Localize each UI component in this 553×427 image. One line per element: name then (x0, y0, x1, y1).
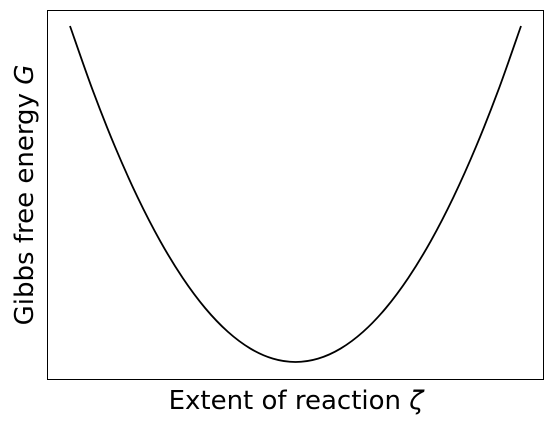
x-axis-label-text: Extent of reaction (169, 386, 401, 416)
x-axis-label: Extent of reaction ζ (169, 386, 426, 416)
series-line-0 (69, 25, 522, 363)
x-axis-symbol: ζ (408, 386, 425, 416)
y-axis-label-text: Gibbs free energy (10, 93, 40, 325)
y-axis-label: Gibbs free energy G (10, 65, 40, 326)
series-layer (69, 25, 522, 363)
y-axis-symbol: G (10, 65, 40, 85)
plot-frame (47, 10, 544, 380)
